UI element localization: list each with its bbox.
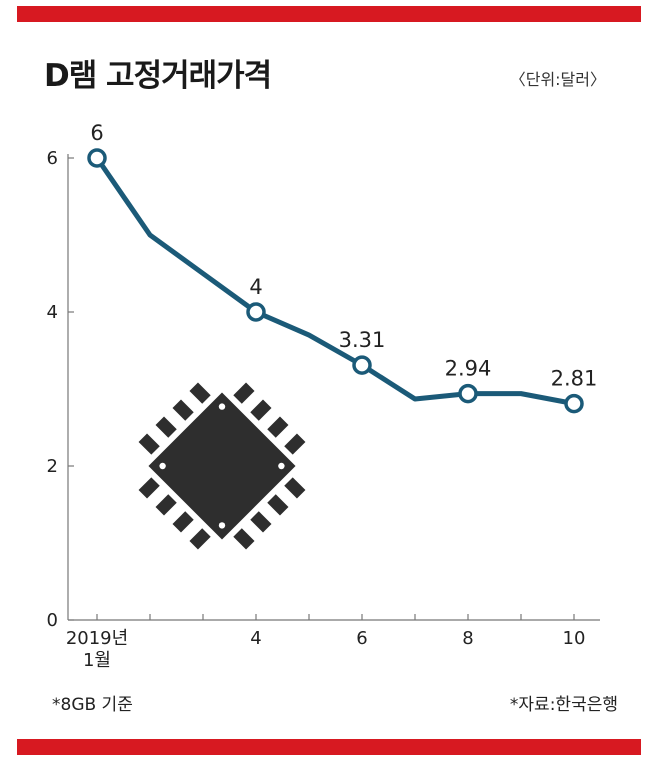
chip-body — [148, 392, 296, 540]
chip-pin — [172, 399, 194, 421]
data-label: 4 — [249, 275, 262, 299]
data-label: 2.81 — [551, 367, 598, 391]
data-label: 6 — [90, 121, 103, 145]
x-tick-label: 10 — [563, 628, 586, 649]
x-tick-label: 2019년 1월 — [66, 628, 128, 671]
x-tick-label: 8 — [462, 628, 473, 649]
chip-dot — [278, 462, 285, 470]
source-note: *자료:한국은행 — [509, 695, 618, 715]
y-tick-label: 4 — [47, 302, 58, 323]
chip-pin — [189, 382, 211, 404]
series-line — [94, 155, 577, 407]
chip-pin — [284, 433, 306, 455]
axes: 0 2 4 6 2019년 1월 4 6 8 10 — [47, 148, 600, 671]
chart-title: D램 고정거래가격 — [44, 58, 272, 94]
chip-pin — [155, 494, 177, 516]
x-tick-label-line: 1월 — [83, 650, 111, 671]
x-tick-label-line: 6 — [356, 628, 367, 649]
chip-dot — [218, 522, 226, 529]
data-label: 2.94 — [445, 357, 492, 381]
chip-pin — [172, 511, 194, 533]
top-accent-bar — [17, 6, 641, 22]
x-tick-label: 4 — [250, 628, 261, 649]
chip-body-group — [138, 382, 306, 550]
y-tick-label: 6 — [47, 148, 58, 169]
footnote: *8GB 기준 — [52, 695, 133, 715]
chip-dot — [159, 462, 166, 470]
unit-label: 〈단위:달러〉 — [509, 70, 606, 89]
data-point — [246, 302, 266, 322]
y-tick-label: 2 — [47, 456, 58, 477]
chip-pin — [233, 528, 255, 550]
x-tick-label-line: 2019년 — [66, 628, 128, 649]
chip-pin — [267, 494, 289, 516]
data-labels: 6 4 3.31 2.94 2.81 — [90, 121, 597, 391]
chip-dot — [218, 403, 226, 410]
chip-pin — [138, 433, 160, 455]
data-point — [352, 355, 372, 375]
chip-pin — [138, 477, 160, 499]
chip-pin — [250, 399, 272, 421]
data-point — [458, 383, 478, 404]
x-tick-label-line: 8 — [462, 628, 473, 649]
chip-pin — [250, 511, 272, 533]
bottom-accent-bar — [17, 739, 641, 755]
x-tick-label: 6 — [356, 628, 367, 649]
data-label: 3.31 — [339, 328, 386, 352]
series-group — [87, 148, 584, 414]
chip-pin — [284, 477, 306, 499]
y-tick-label: 0 — [47, 610, 58, 631]
data-point — [87, 148, 107, 168]
chip-pin — [155, 416, 177, 438]
x-tick-label-line: 4 — [250, 628, 261, 649]
memory-chip-icon — [138, 382, 306, 550]
data-point — [564, 393, 584, 414]
chip-pin — [233, 382, 255, 404]
x-tick-label-line: 10 — [563, 628, 586, 649]
chip-pin — [267, 416, 289, 438]
chip-pin — [189, 528, 211, 550]
